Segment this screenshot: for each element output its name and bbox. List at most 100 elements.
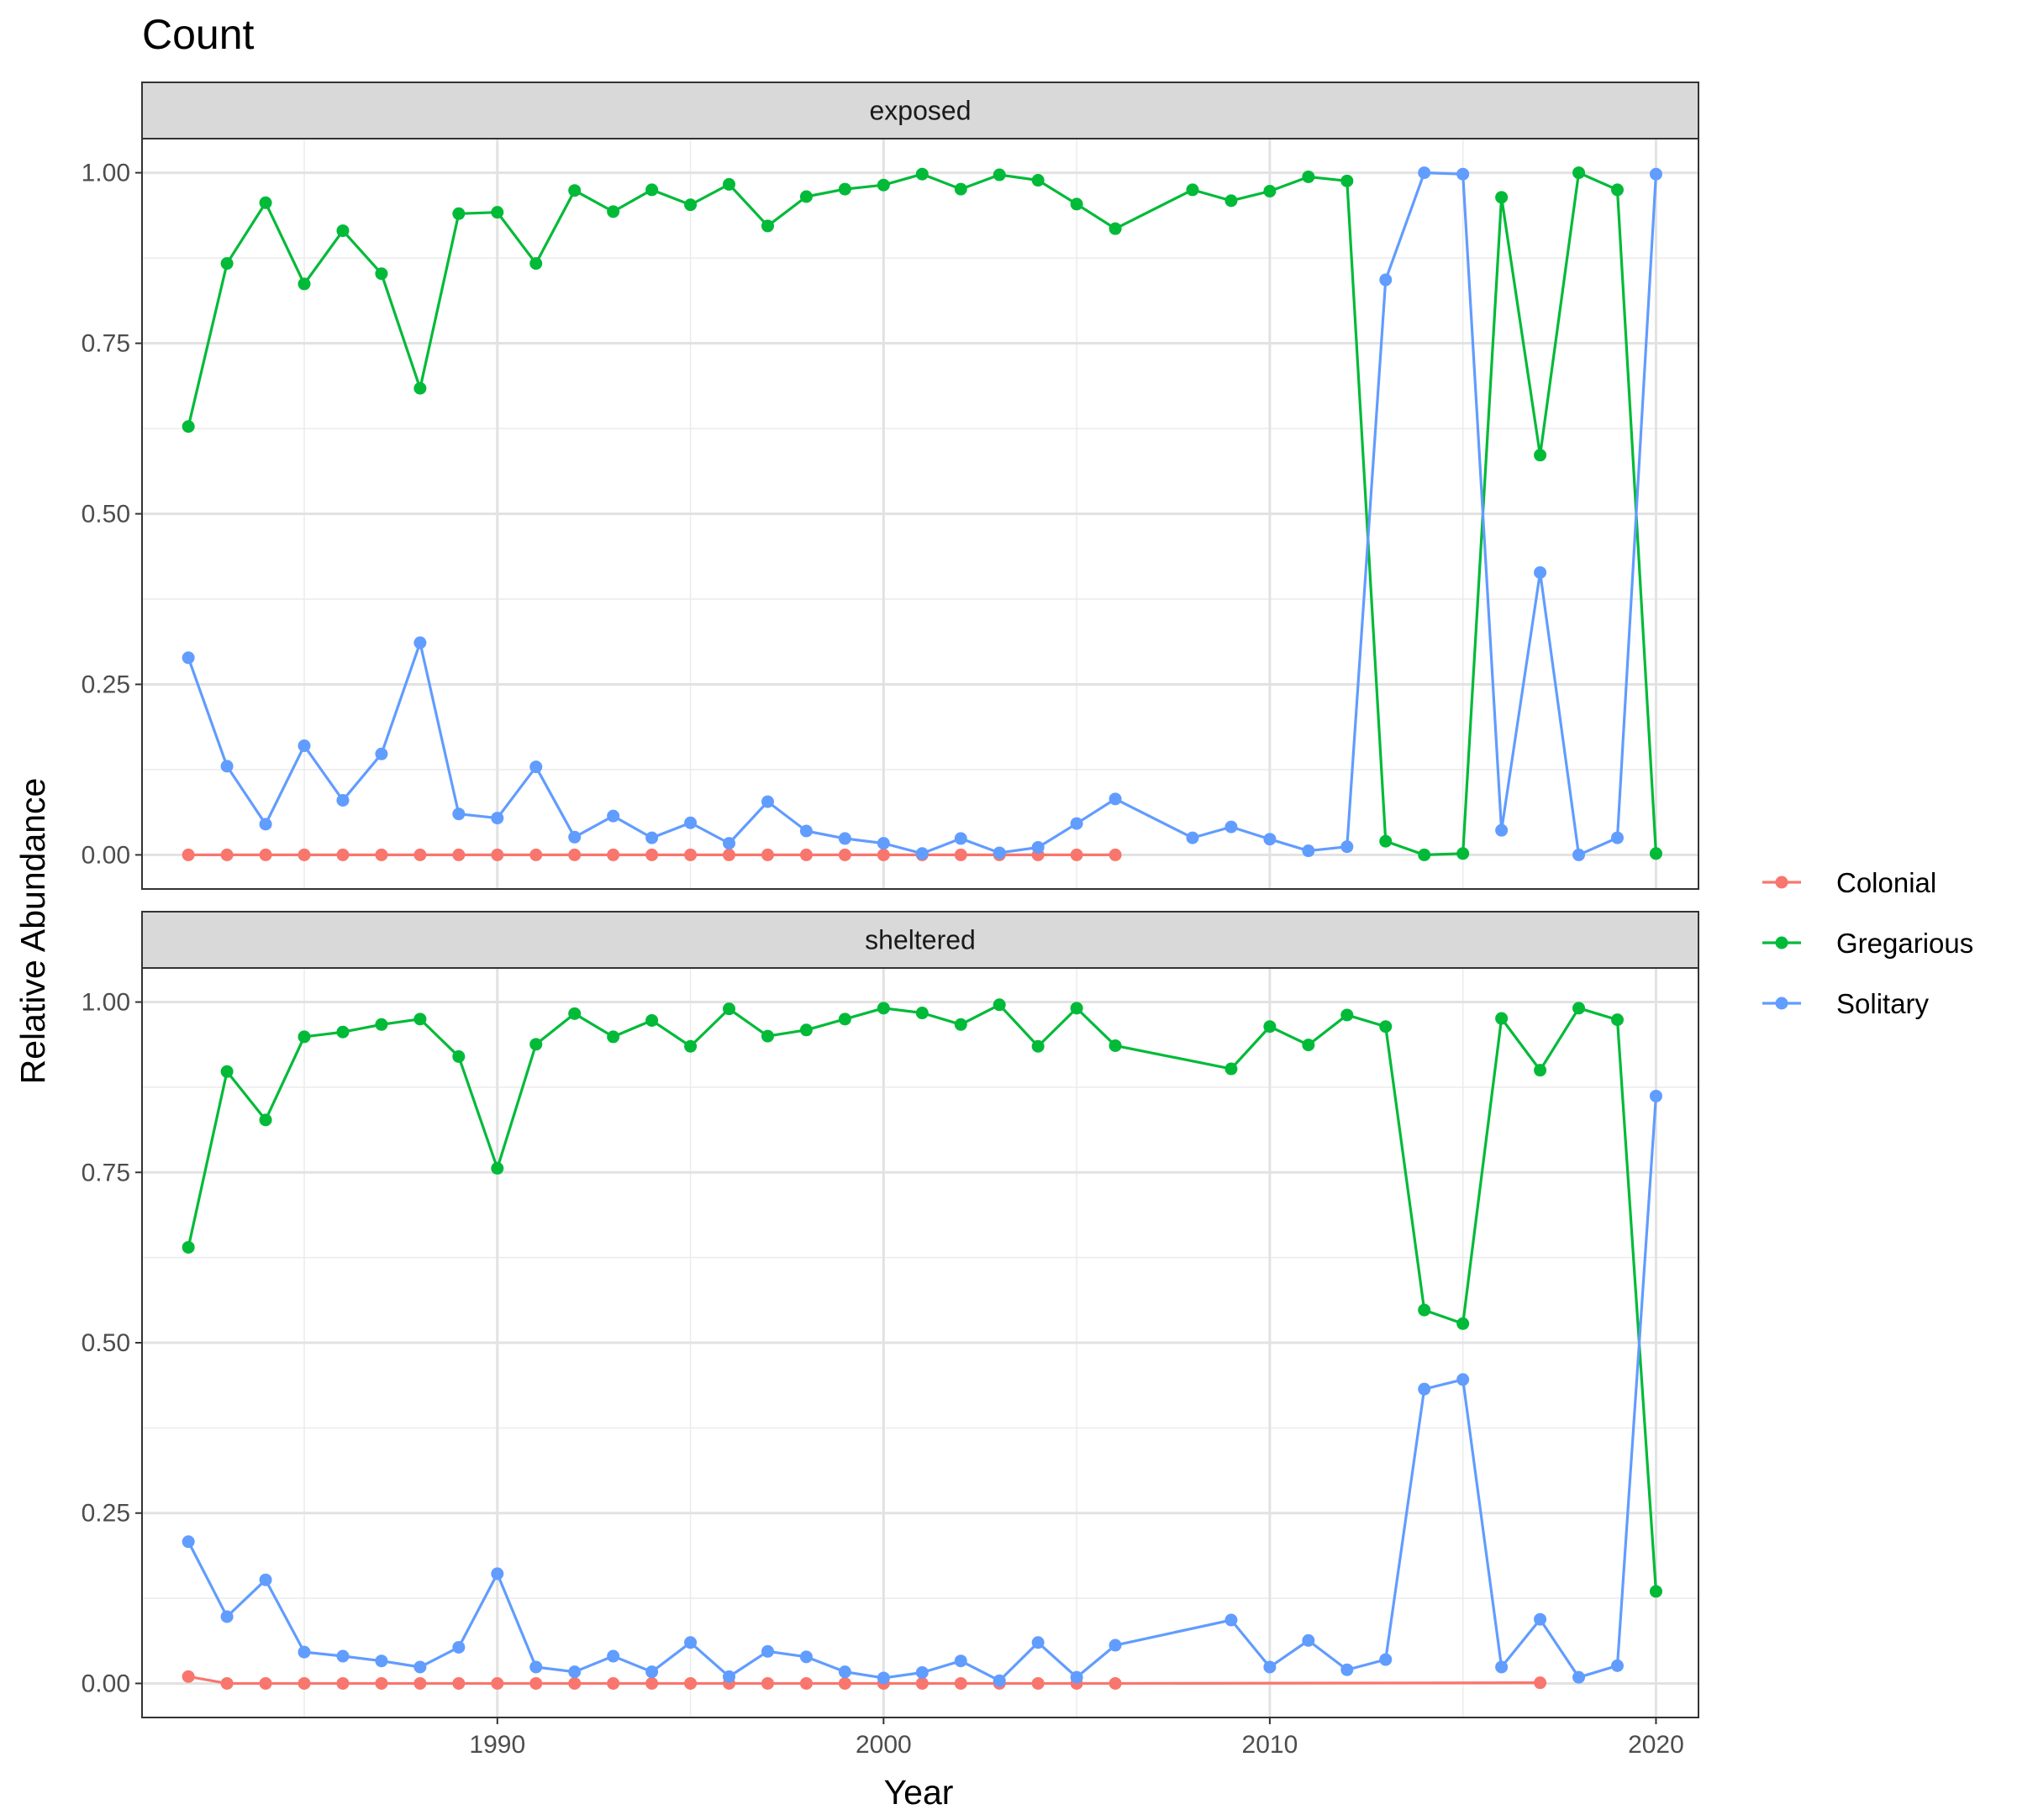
y-tick-label: 0.00 bbox=[82, 841, 130, 869]
data-point bbox=[800, 849, 813, 861]
y-tick-label: 0.50 bbox=[82, 1329, 130, 1357]
data-point bbox=[1071, 818, 1083, 830]
data-point bbox=[1263, 833, 1276, 845]
data-point bbox=[1418, 849, 1430, 861]
data-point bbox=[645, 183, 658, 196]
data-point bbox=[1071, 849, 1083, 861]
y-tick-label: 0.25 bbox=[82, 671, 130, 698]
data-point bbox=[607, 1030, 619, 1043]
data-point bbox=[1534, 449, 1546, 461]
data-point bbox=[260, 1574, 272, 1586]
x-axis-title: Year bbox=[884, 1773, 954, 1812]
data-point bbox=[723, 1670, 735, 1683]
data-point bbox=[491, 812, 503, 824]
data-point bbox=[1071, 1671, 1083, 1684]
data-point bbox=[1224, 1063, 1237, 1076]
data-point bbox=[260, 849, 272, 861]
y-tick-label: 1.00 bbox=[82, 160, 130, 187]
data-point bbox=[761, 796, 774, 808]
data-point bbox=[800, 1650, 813, 1663]
data-point bbox=[955, 183, 967, 196]
data-point bbox=[1611, 1013, 1624, 1026]
data-point bbox=[645, 1014, 658, 1027]
legend-key-point bbox=[1776, 937, 1788, 949]
data-point bbox=[221, 257, 234, 270]
data-point bbox=[839, 849, 851, 861]
data-point bbox=[916, 1007, 929, 1019]
data-point bbox=[1456, 168, 1469, 181]
data-point bbox=[1109, 792, 1122, 805]
data-point bbox=[993, 998, 1006, 1011]
data-point bbox=[452, 1641, 465, 1654]
data-point bbox=[413, 1013, 426, 1025]
data-point bbox=[182, 651, 195, 664]
data-point bbox=[607, 1677, 619, 1690]
data-point bbox=[529, 1660, 542, 1673]
data-point bbox=[955, 1677, 967, 1690]
data-point bbox=[800, 191, 813, 203]
y-tick-label: 1.00 bbox=[82, 989, 130, 1017]
data-point bbox=[1263, 1660, 1276, 1673]
data-point bbox=[723, 1002, 735, 1015]
data-point bbox=[529, 257, 542, 270]
data-point bbox=[955, 849, 967, 861]
data-point bbox=[260, 197, 272, 209]
y-axis-title: Relative Abundance bbox=[13, 778, 52, 1085]
data-point bbox=[529, 760, 542, 773]
data-point bbox=[684, 849, 697, 861]
data-point bbox=[1572, 849, 1585, 861]
data-point bbox=[916, 1677, 929, 1690]
data-point bbox=[1302, 171, 1314, 183]
data-point bbox=[1611, 1660, 1624, 1672]
x-tick-label: 2010 bbox=[1242, 1731, 1298, 1759]
data-point bbox=[182, 849, 195, 861]
data-point bbox=[839, 832, 851, 844]
data-point bbox=[298, 739, 311, 752]
data-point bbox=[1534, 1064, 1546, 1076]
data-point bbox=[877, 1002, 890, 1014]
legend-item-gregarious: Gregarious bbox=[1762, 928, 1973, 959]
data-point bbox=[298, 277, 311, 290]
data-point bbox=[375, 1654, 387, 1667]
data-point bbox=[916, 1666, 929, 1679]
data-point bbox=[298, 1677, 311, 1690]
data-point bbox=[1186, 183, 1198, 196]
data-point bbox=[452, 807, 465, 820]
data-point bbox=[1032, 841, 1045, 854]
data-point bbox=[221, 1065, 234, 1078]
data-point bbox=[298, 1030, 311, 1043]
data-point bbox=[1456, 1318, 1469, 1330]
data-point bbox=[1032, 1040, 1045, 1053]
data-point bbox=[761, 1030, 774, 1043]
legend-label: Colonial bbox=[1836, 867, 1936, 898]
data-point bbox=[1572, 1002, 1585, 1014]
data-point bbox=[491, 206, 503, 218]
data-point bbox=[452, 1050, 465, 1063]
data-point bbox=[1032, 1636, 1045, 1649]
facet-label: exposed bbox=[870, 96, 972, 126]
data-point bbox=[1650, 847, 1662, 860]
data-point bbox=[955, 1018, 967, 1031]
data-point bbox=[761, 849, 774, 861]
data-point bbox=[413, 382, 426, 395]
data-point bbox=[491, 1567, 503, 1580]
data-point bbox=[452, 1677, 465, 1690]
data-point bbox=[800, 1023, 813, 1036]
data-point bbox=[1611, 183, 1624, 196]
y-tick-label: 0.00 bbox=[82, 1670, 130, 1697]
data-point bbox=[916, 847, 929, 860]
data-point bbox=[375, 267, 387, 280]
data-point bbox=[568, 184, 581, 197]
legend-label: Solitary bbox=[1836, 988, 1930, 1019]
data-point bbox=[1302, 1634, 1314, 1647]
data-point bbox=[182, 1535, 195, 1548]
data-point bbox=[877, 849, 890, 861]
data-point bbox=[993, 1675, 1006, 1687]
data-point bbox=[645, 1665, 658, 1678]
x-tick-label: 2000 bbox=[856, 1731, 912, 1759]
data-point bbox=[761, 1677, 774, 1690]
data-point bbox=[839, 1013, 851, 1025]
data-point bbox=[491, 1162, 503, 1175]
data-point bbox=[645, 1677, 658, 1690]
data-point bbox=[761, 1645, 774, 1658]
